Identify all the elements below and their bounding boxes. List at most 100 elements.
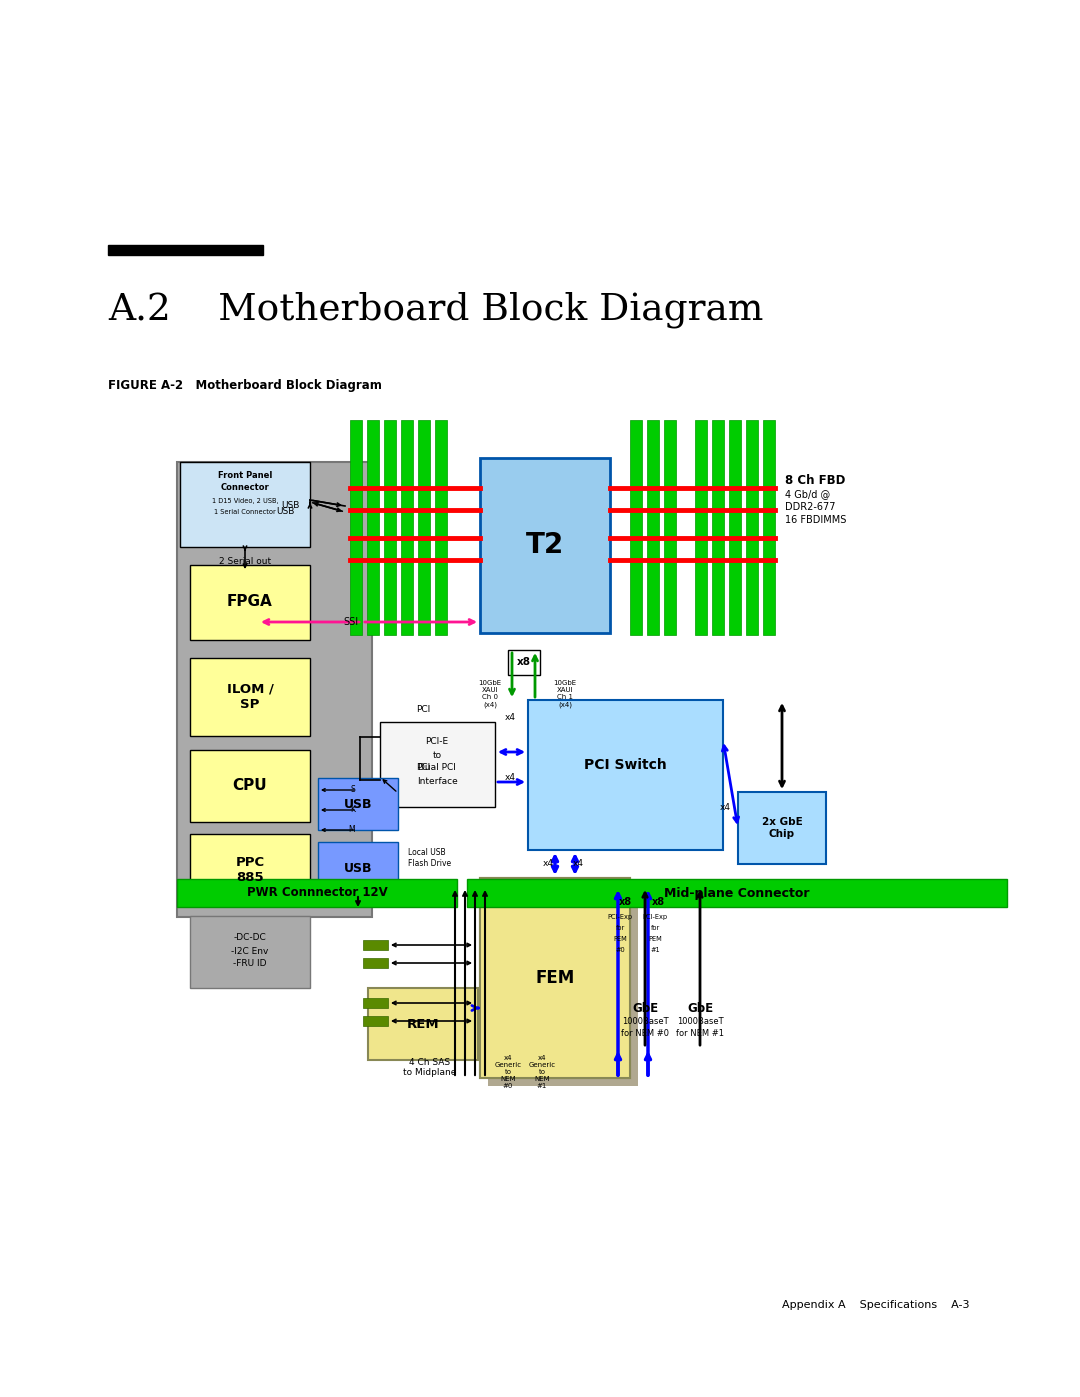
Text: PCI-E: PCI-E [426,738,448,746]
Bar [738,792,826,863]
Text: USB: USB [343,798,373,810]
Text: x4: x4 [719,803,730,813]
Text: 1 Serial Connector: 1 Serial Connector [214,509,275,515]
Text: -I2C Env: -I2C Env [231,947,269,956]
Text: ILOM /
SP: ILOM / SP [227,683,273,711]
Text: to: to [432,750,442,760]
Text: #0: #0 [616,947,625,953]
Bar [190,750,310,821]
Text: x4: x4 [504,714,515,722]
Text: 16 FBDIMMS: 16 FBDIMMS [785,515,847,525]
Bar [401,420,413,636]
Text: REM: REM [407,1017,440,1031]
Text: 8 Ch FBD: 8 Ch FBD [785,474,846,486]
Text: Local USB
Flash Drive: Local USB Flash Drive [408,848,451,868]
Text: FEM: FEM [536,970,575,988]
Bar [350,420,362,636]
Bar [363,997,388,1009]
Text: -DC-DC: -DC-DC [233,933,267,943]
Text: PCI-Exp: PCI-Exp [607,914,633,921]
Text: PEM: PEM [648,936,662,942]
Text: K: K [350,806,355,814]
Bar [177,879,457,907]
Bar [190,834,310,907]
Bar [190,916,310,988]
Text: x4
Generic
to
NEM
#1: x4 Generic to NEM #1 [528,1055,555,1090]
Text: T2: T2 [526,531,564,559]
Text: for: for [616,925,624,930]
Bar [696,420,707,636]
Text: 1 D15 Video, 2 USB,: 1 D15 Video, 2 USB, [212,497,279,504]
Bar [480,877,630,1078]
Text: FIGURE A-2   Motherboard Block Diagram: FIGURE A-2 Motherboard Block Diagram [108,379,382,391]
Bar [528,700,723,849]
Bar [177,462,372,916]
Text: DDR2-677: DDR2-677 [785,502,836,511]
Bar [363,958,388,968]
Text: 4 Gb/d @: 4 Gb/d @ [785,489,831,499]
Text: x4: x4 [504,774,515,782]
Bar [647,420,659,636]
Text: 10GbE
XAUI
Ch 1
(x4): 10GbE XAUI Ch 1 (x4) [553,680,577,707]
Bar [467,879,1007,907]
Bar [508,650,540,675]
Text: x4
Generic
to
NEM
#0: x4 Generic to NEM #0 [495,1055,522,1090]
Bar [630,420,642,636]
Bar [488,886,638,1085]
Bar [480,458,610,633]
Text: 2x GbE
Chip: 2x GbE Chip [761,817,802,838]
Text: Front Panel: Front Panel [218,472,272,481]
Bar [367,420,379,636]
Bar [363,1016,388,1025]
Text: 4 Ch SAS
to Midplane: 4 Ch SAS to Midplane [403,1058,457,1077]
Text: x8: x8 [619,897,632,907]
Bar [368,988,478,1060]
Bar [108,244,264,256]
Text: Connector: Connector [220,483,269,493]
Text: #1: #1 [650,947,660,953]
Text: USB: USB [275,507,294,517]
Text: x4: x4 [542,859,554,868]
Text: 1000BaseT: 1000BaseT [622,1017,669,1027]
Bar [746,420,758,636]
Bar [664,420,676,636]
Text: 10GbE
XAUI
Ch 0
(x4): 10GbE XAUI Ch 0 (x4) [478,680,501,707]
Text: GbE: GbE [687,1002,713,1014]
Text: Appendix A    Specifications    A-3: Appendix A Specifications A-3 [783,1301,970,1310]
Bar [418,420,430,636]
Text: x8: x8 [517,657,531,666]
Text: PCI Switch: PCI Switch [583,759,666,773]
Text: x8: x8 [651,897,664,907]
Bar [318,778,399,830]
Text: S: S [350,785,355,795]
Text: CPU: CPU [232,778,268,793]
Text: SSI: SSI [342,617,357,627]
Text: for: for [650,925,660,930]
Bar [480,877,630,1078]
Text: A.2    Motherboard Block Diagram: A.2 Motherboard Block Diagram [108,292,764,328]
Bar [180,462,310,548]
Bar [712,420,724,636]
Bar [190,658,310,736]
Text: USB: USB [343,862,373,875]
Text: for NEM #1: for NEM #1 [676,1030,724,1038]
Bar [363,940,388,950]
Bar [318,842,399,894]
Text: USB: USB [281,502,299,510]
Text: FPGA: FPGA [227,595,273,609]
Text: GbE: GbE [632,1002,658,1014]
Text: M: M [349,826,355,834]
Bar [762,420,775,636]
Bar [729,420,741,636]
Text: Mid-plane Connector: Mid-plane Connector [664,887,810,900]
Text: PCI: PCI [416,764,430,773]
Bar [380,722,495,807]
Text: Interface: Interface [417,777,457,785]
Text: -FRU ID: -FRU ID [233,960,267,968]
Text: for NEM #0: for NEM #0 [621,1030,669,1038]
Text: x4: x4 [572,859,583,868]
Text: PWR Connnector 12V: PWR Connnector 12V [246,887,388,900]
Text: 1000BaseT: 1000BaseT [677,1017,724,1027]
Text: PEM: PEM [613,936,626,942]
Bar [190,564,310,640]
